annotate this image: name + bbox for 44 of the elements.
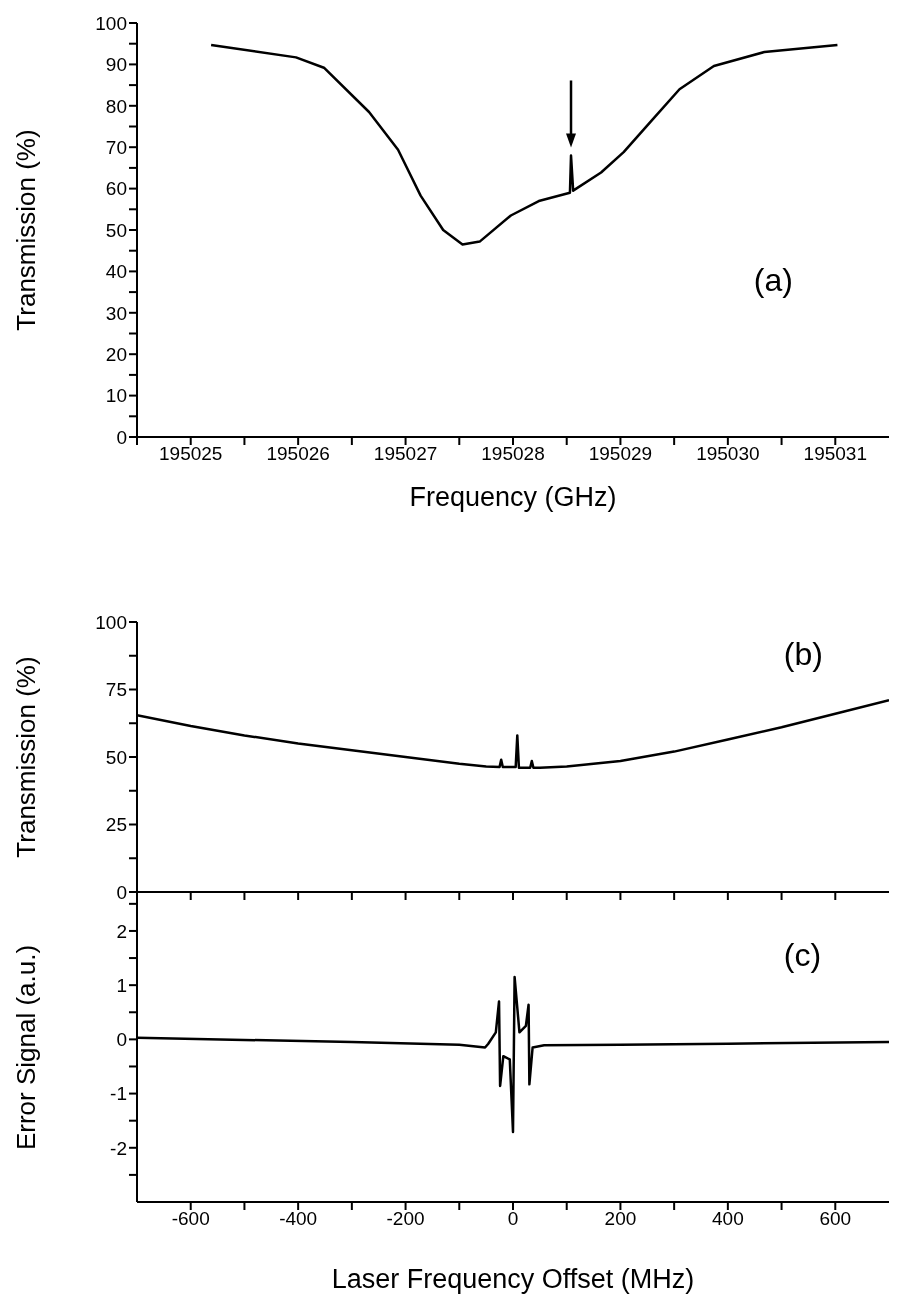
x-tick-label: 195029 bbox=[588, 443, 653, 465]
y-tick-label: 2 bbox=[116, 920, 127, 942]
y-tick-label: 100 bbox=[95, 12, 127, 34]
x-tick-label: -600 bbox=[171, 1208, 210, 1230]
x-tick-label: 400 bbox=[712, 1208, 744, 1230]
y-tick-label: 75 bbox=[105, 679, 127, 701]
y-tick-label: 50 bbox=[105, 219, 127, 241]
y-tick-label: 30 bbox=[105, 302, 127, 324]
y-axis-title: Transmission (%) bbox=[11, 129, 42, 331]
y-tick-label: 20 bbox=[105, 343, 127, 365]
x-tick-label: 195030 bbox=[696, 443, 760, 465]
y-tick-label: 0 bbox=[116, 1029, 127, 1051]
x-tick-label: 195026 bbox=[266, 443, 330, 465]
y-tick-label: 40 bbox=[105, 261, 127, 283]
annotation: (a) bbox=[753, 260, 793, 300]
x-tick-label: 195027 bbox=[373, 443, 438, 465]
y-axis-title: Transmission (%) bbox=[11, 656, 42, 858]
x-tick-label: -200 bbox=[386, 1208, 425, 1230]
x-axis-title: Laser Frequency Offset (MHz) bbox=[331, 1264, 695, 1294]
annotation: (c) bbox=[783, 935, 822, 975]
y-axis-title: Error Signal (a.u.) bbox=[11, 944, 42, 1151]
y-tick-label: 50 bbox=[105, 746, 127, 768]
x-tick-label: 0 bbox=[507, 1208, 519, 1230]
x-tick-label: 195025 bbox=[159, 443, 223, 465]
x-axis-title: Frequency (GHz) bbox=[409, 482, 617, 512]
y-tick-label: -1 bbox=[110, 1083, 127, 1105]
y-tick-label: 0 bbox=[116, 426, 127, 448]
x-tick-label: 600 bbox=[819, 1208, 852, 1230]
y-tick-label: 70 bbox=[105, 136, 127, 158]
line-series bbox=[209, 43, 839, 246]
annotation: (b) bbox=[783, 635, 823, 675]
y-tick-label: 100 bbox=[95, 611, 127, 633]
y-tick-label: 0 bbox=[116, 881, 127, 903]
y-tick-label: 80 bbox=[105, 95, 127, 117]
x-tick-label: 195028 bbox=[481, 443, 545, 465]
y-tick-label: 25 bbox=[105, 814, 127, 836]
y-tick-label: 60 bbox=[105, 178, 127, 200]
y-tick-label: 10 bbox=[105, 385, 127, 407]
y-tick-label: 90 bbox=[105, 54, 127, 76]
y-tick-label: 1 bbox=[116, 974, 127, 996]
x-tick-label: 200 bbox=[604, 1208, 637, 1230]
y-tick-label: -2 bbox=[110, 1137, 127, 1159]
x-tick-label: 195031 bbox=[803, 443, 867, 465]
x-tick-label: -400 bbox=[279, 1208, 318, 1230]
